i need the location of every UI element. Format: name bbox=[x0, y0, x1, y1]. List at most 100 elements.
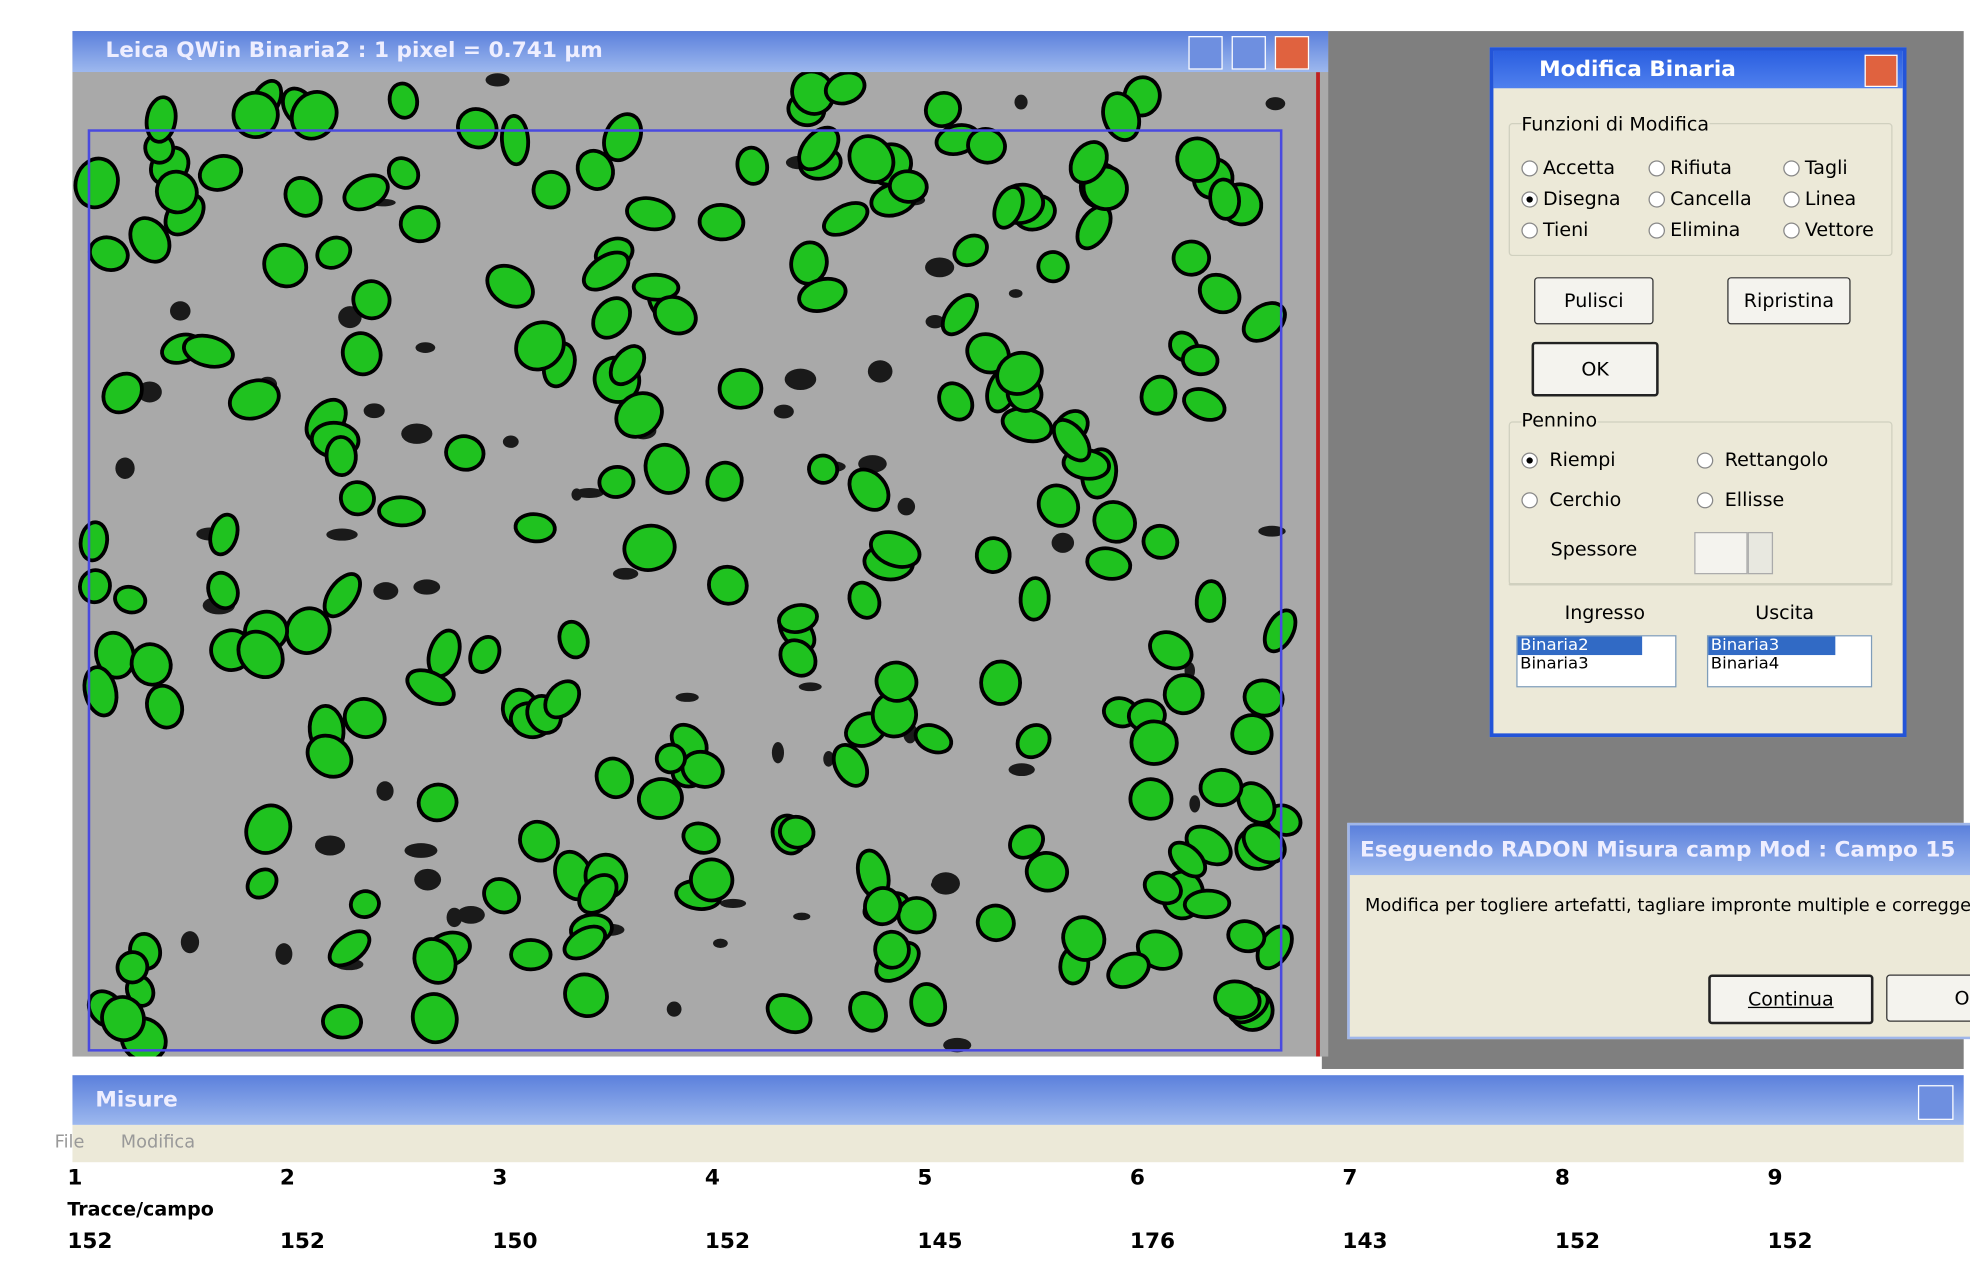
list-item[interactable]: Binaria3 bbox=[1518, 655, 1676, 674]
table-cell: 176 bbox=[1130, 1229, 1175, 1254]
radio-button[interactable] bbox=[1521, 191, 1538, 207]
micrograph bbox=[72, 72, 1328, 1056]
inclusion bbox=[500, 115, 529, 165]
particle bbox=[925, 257, 954, 277]
radio-label: Riempi bbox=[1549, 449, 1615, 471]
column-header: 1 bbox=[67, 1166, 82, 1191]
button[interactable]: Pulisci bbox=[1534, 277, 1653, 324]
radio-label: Tagli bbox=[1805, 157, 1848, 179]
input-label: Ingresso bbox=[1565, 602, 1645, 624]
column-header: 9 bbox=[1767, 1166, 1782, 1191]
button[interactable]: Ripristina bbox=[1727, 277, 1850, 324]
menu-item[interactable]: File bbox=[55, 1132, 85, 1152]
particle bbox=[1009, 763, 1035, 776]
column-header: 5 bbox=[917, 1166, 932, 1191]
particle bbox=[868, 360, 893, 382]
particle bbox=[404, 843, 437, 858]
particle bbox=[457, 906, 485, 924]
table-cell: 152 bbox=[280, 1229, 325, 1254]
radio-label: Vettore bbox=[1805, 219, 1874, 241]
radio-button[interactable] bbox=[1648, 160, 1665, 176]
list-item[interactable]: Binaria2 bbox=[1518, 636, 1643, 655]
table-cell: 145 bbox=[917, 1229, 962, 1254]
column-header: 2 bbox=[280, 1166, 295, 1191]
output-list[interactable]: Binaria3 Binaria4 bbox=[1707, 635, 1872, 687]
radio-button[interactable] bbox=[1697, 452, 1714, 468]
radio-label: Ellisse bbox=[1725, 488, 1785, 510]
dialog-title: Modifica Binaria bbox=[1539, 60, 1736, 81]
particle bbox=[720, 899, 746, 908]
close-button[interactable] bbox=[1865, 55, 1898, 87]
menu-item[interactable]: Modifica bbox=[121, 1132, 195, 1152]
particle bbox=[799, 682, 822, 691]
radio-button[interactable] bbox=[1648, 222, 1665, 238]
radio-button[interactable] bbox=[1521, 452, 1538, 468]
spinner-arrows[interactable] bbox=[1748, 532, 1773, 574]
particle bbox=[170, 301, 191, 320]
particle bbox=[898, 498, 916, 516]
column-header: 7 bbox=[1342, 1166, 1357, 1191]
radio-button[interactable] bbox=[1697, 492, 1714, 508]
particle bbox=[713, 939, 728, 948]
radio-button[interactable] bbox=[1783, 222, 1800, 238]
table-cell: 150 bbox=[492, 1229, 537, 1254]
radio-label: Cerchio bbox=[1549, 488, 1621, 510]
row-label: Tracce/campo bbox=[67, 1198, 213, 1220]
inclusion bbox=[698, 203, 744, 240]
dialog-title-bar: Modifica Binaria bbox=[1493, 51, 1902, 88]
particle bbox=[1009, 289, 1023, 298]
particle bbox=[416, 342, 436, 353]
separator bbox=[1509, 583, 1893, 585]
radio-button[interactable] bbox=[1521, 222, 1538, 238]
minimize-button[interactable] bbox=[1918, 1085, 1954, 1120]
particle bbox=[785, 369, 817, 390]
radio-button[interactable] bbox=[1648, 191, 1665, 207]
spinner[interactable] bbox=[1694, 532, 1747, 574]
radio-button[interactable] bbox=[1783, 191, 1800, 207]
button[interactable]: Ok bbox=[1886, 975, 1970, 1022]
table-cell: 152 bbox=[1555, 1229, 1600, 1254]
radio-label: Tieni bbox=[1543, 219, 1588, 241]
inclusion bbox=[1019, 577, 1049, 620]
button[interactable]: Continua bbox=[1708, 975, 1873, 1025]
particle bbox=[793, 913, 810, 921]
inclusion bbox=[1231, 713, 1274, 754]
particle bbox=[503, 435, 519, 447]
table-cell: 152 bbox=[1767, 1229, 1812, 1254]
particle bbox=[376, 781, 393, 801]
radio-label: Linea bbox=[1805, 188, 1856, 210]
particle bbox=[932, 872, 960, 894]
particle bbox=[373, 582, 398, 600]
inclusion bbox=[511, 940, 551, 970]
table-cell: 143 bbox=[1342, 1229, 1387, 1254]
inclusion bbox=[322, 1005, 363, 1039]
list-item[interactable]: Binaria4 bbox=[1708, 655, 1871, 674]
dialog: Modifica Binaria Funzioni di Modifica Pu… bbox=[1490, 47, 1907, 737]
radio-button[interactable] bbox=[1521, 160, 1538, 176]
inclusion bbox=[1184, 890, 1230, 919]
radio-label: Rifiuta bbox=[1670, 157, 1732, 179]
inclusion bbox=[898, 898, 934, 933]
progress-message: Modifica per togliere artefatti, tagliar… bbox=[1365, 895, 1970, 917]
particle bbox=[676, 693, 699, 702]
radio-button[interactable] bbox=[1521, 492, 1538, 508]
maximize-button[interactable] bbox=[1232, 36, 1266, 70]
column-header: 6 bbox=[1130, 1166, 1145, 1191]
button[interactable]: OK bbox=[1532, 342, 1659, 397]
particle bbox=[401, 423, 432, 443]
radio-button[interactable] bbox=[1783, 160, 1800, 176]
close-button[interactable] bbox=[1275, 36, 1309, 70]
radio-label: Disegna bbox=[1543, 188, 1621, 210]
input-list[interactable]: Binaria2 Binaria3 bbox=[1516, 635, 1676, 687]
particle bbox=[364, 403, 385, 418]
table-cell: 152 bbox=[67, 1229, 112, 1254]
measures-title: Misure bbox=[95, 1090, 177, 1111]
inclusion bbox=[981, 661, 1021, 704]
measures-title-bar: Misure bbox=[72, 1075, 1963, 1125]
inclusion bbox=[1195, 580, 1225, 622]
column-header: 4 bbox=[705, 1166, 720, 1191]
particle bbox=[667, 1002, 682, 1017]
list-item[interactable]: Binaria3 bbox=[1708, 636, 1835, 655]
minimize-button[interactable] bbox=[1188, 36, 1222, 70]
window-title: Leica QWin Binaria2 : 1 pixel = 0.741 µm bbox=[105, 41, 602, 62]
